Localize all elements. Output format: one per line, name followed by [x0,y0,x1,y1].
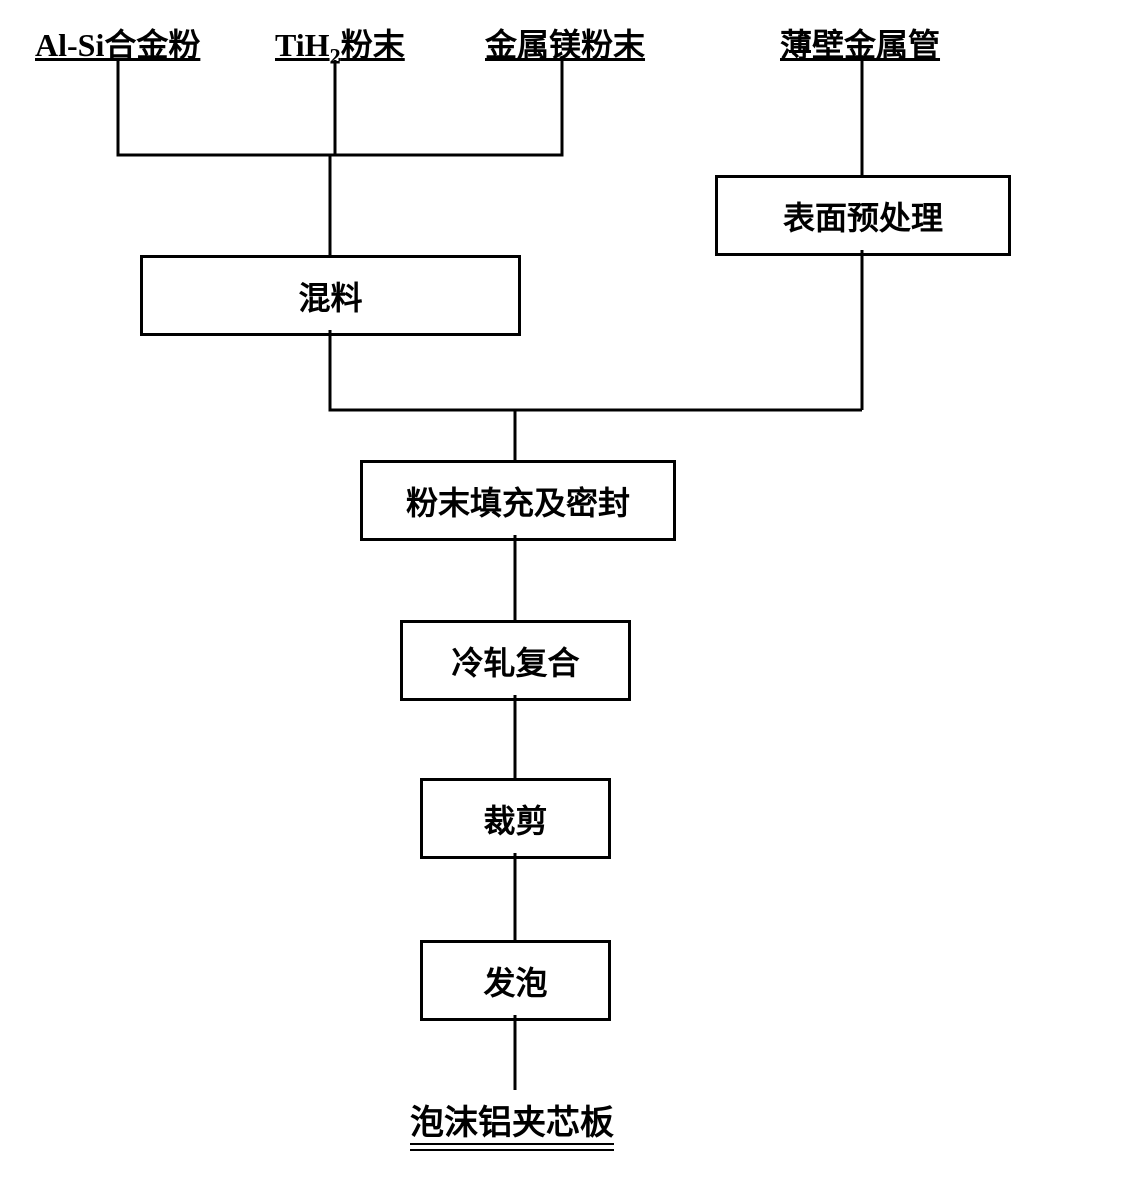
step-cutting: 裁剪 [420,778,611,859]
step-foam-text: 发泡 [483,958,547,1004]
step-fill-text: 粉末填充及密封 [406,478,630,524]
input-tih2-powder: TiH2粉末 [275,20,405,69]
step-foaming: 发泡 [420,940,611,1021]
input-tube-text: 薄壁金属管 [780,27,940,63]
input-tih2-post: 粉末 [341,27,405,63]
step-roll-text: 冷轧复合 [451,638,579,684]
input-al-si-powder: Al-Si合金粉 [35,20,200,66]
step-mixing: 混料 [140,255,521,336]
input-mg-powder: 金属镁粉末 [485,20,645,66]
input-metal-tube: 薄壁金属管 [780,20,940,66]
step-fill-seal: 粉末填充及密封 [360,460,676,541]
input-tih2-sub: 2 [330,43,341,68]
input-tih2-pre: TiH [275,27,330,63]
step-mix-text: 混料 [298,273,362,319]
flowchart-canvas: Al-Si合金粉 TiH2粉末 金属镁粉末 薄壁金属管 表面预处理 混料 粉末填… [0,0,1136,1183]
input-mg-text: 金属镁粉末 [485,27,645,63]
step-surface-pretreatment: 表面预处理 [715,175,1011,256]
input-al-si-text: Al-Si合金粉 [35,27,200,63]
step-pretreat-text: 表面预处理 [783,193,943,239]
output-text: 泡沫铝夹芯板 [410,1105,614,1145]
step-cold-rolling: 冷轧复合 [400,620,631,701]
output-foam-al-sandwich: 泡沫铝夹芯板 [410,1095,614,1151]
step-cut-text: 裁剪 [483,796,547,842]
